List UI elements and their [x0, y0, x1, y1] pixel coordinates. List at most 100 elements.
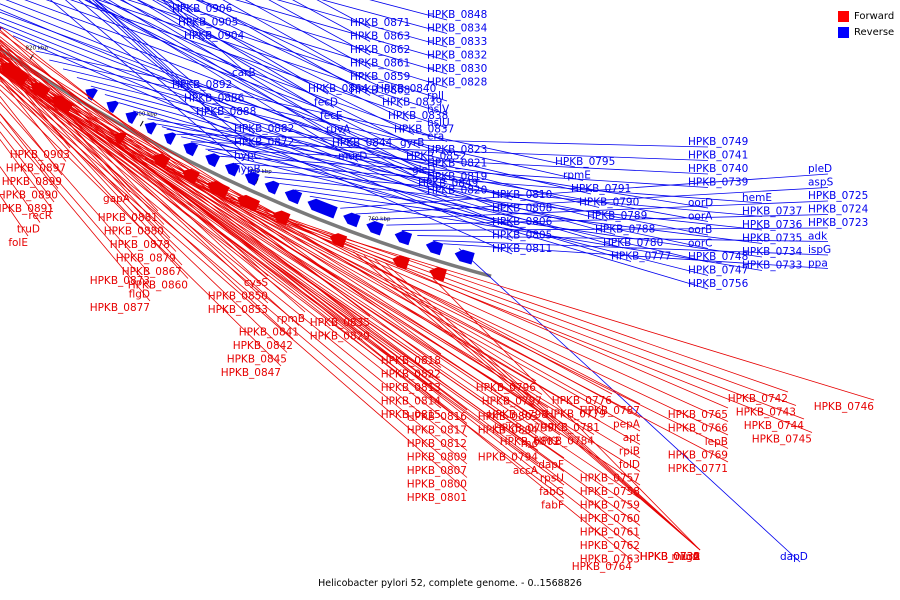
forward-gene-label: HPKB_0766 — [668, 423, 729, 435]
gene-label-text: HPKB_0845 — [227, 354, 287, 366]
gene-label-text: HPKB_0844 — [332, 137, 393, 149]
gene-label-text: dapD — [780, 551, 808, 563]
leader-line — [85, 0, 433, 176]
reverse-gene-label: HPKB_0888 — [196, 106, 256, 118]
leader-line — [97, 0, 448, 115]
gene-label-text: HPKB_0748 — [688, 251, 748, 263]
gene-label-text: murD — [338, 151, 367, 163]
reverse-gene-label: HPKB_0906 — [172, 3, 233, 15]
gene-label-text: ruvA — [326, 124, 351, 136]
forward-gene-label: HPKB_0816 — [407, 411, 468, 423]
gene-label-text: HPKB_0742 — [728, 393, 788, 405]
gene-label-text: recR — [28, 210, 52, 222]
forward-gene-label: lepB — [705, 436, 728, 448]
gene-label-text: HPKB_0762 — [580, 540, 640, 552]
gene-label-text: pleD — [808, 163, 832, 175]
forward-gene-label: ligA — [680, 551, 700, 563]
forward-gene-label: HPKB_0743 — [736, 407, 796, 419]
reverse-gene-label: HPKB_0839 — [382, 97, 442, 109]
reverse-gene-label: ispG — [808, 244, 831, 256]
gene-label-text: rpiB — [619, 446, 640, 458]
reverse-gene-label: HPKB_0810 — [492, 189, 552, 201]
gene-label-text: HPKB_0860 — [128, 280, 188, 292]
forward-gene-label: HPKB_0815 — [381, 409, 441, 421]
gene-label-text: HPKB_0766 — [668, 423, 729, 435]
gene-label-text: gapA — [103, 193, 131, 205]
forward-gene-label: pepA — [613, 419, 641, 431]
gene-label-text: rpmB — [277, 313, 305, 325]
forward-gene-label: HPKB_0764 — [572, 561, 633, 573]
reverse-gene-label: HPKB_0871 — [350, 17, 410, 29]
gene-label-text: hemE — [742, 192, 772, 204]
leader-line — [0, 36, 371, 330]
reverse-gene-label: HPKB_0740 — [688, 163, 748, 175]
gene-label-text: HPKB_0897 — [6, 163, 66, 175]
gene-label-text: HPKB_0877 — [90, 302, 150, 314]
leader-line — [119, 0, 421, 149]
leader-line — [175, 0, 403, 108]
gene-label-text: HPKB_0784 — [534, 436, 595, 448]
leader-line — [35, 50, 576, 168]
gene-label-text: pepA — [613, 419, 641, 431]
reverse-gene — [425, 240, 444, 256]
gene-label-text: HPKB_0804 — [478, 425, 539, 437]
leader-line — [5, 0, 448, 169]
leader-line — [48, 101, 641, 459]
leader-line — [294, 189, 763, 258]
leader-line — [157, 123, 709, 222]
leader-line — [108, 0, 353, 149]
gene-label-text: HPKB_0797 — [482, 396, 542, 408]
leader-line — [0, 65, 539, 438]
forward-gene-label: apt — [623, 432, 640, 444]
leader-line — [244, 0, 371, 69]
reverse-gene-label: pleD — [808, 163, 832, 175]
gene-label-text: HPKB_0757 — [580, 473, 640, 485]
reverse-gene-label: murD — [338, 151, 367, 163]
gene-label-text: HPKB_0787 — [580, 405, 640, 417]
legend-forward-label: Forward — [854, 10, 895, 22]
gene-label-text: carB — [232, 67, 256, 79]
reverse-gene-label: HPKB_0748 — [688, 251, 748, 263]
leader-line — [166, 128, 709, 236]
gene-label-text: HPKB_0833 — [427, 36, 487, 48]
leader-line — [104, 94, 616, 235]
reverse-gene — [163, 132, 177, 145]
gene-label-text: HPKB_0812 — [407, 438, 467, 450]
leader-line — [207, 149, 709, 276]
reverse-gene — [264, 180, 280, 195]
forward-gene-label: HPKB_0758 — [580, 486, 640, 498]
leader-line — [137, 0, 341, 122]
reverse-gene-label: HPKB_0828 — [427, 77, 487, 89]
forward-gene-label: HPKB_0759 — [580, 500, 640, 512]
gene-label-text: HPKB_0769 — [668, 450, 728, 462]
reverse-gene — [125, 111, 138, 124]
gene-label-text: HPKB_0771 — [668, 463, 728, 475]
reverse-gene-label: HPKB_0863 — [350, 31, 410, 43]
forward-gene-label: HPKB_0845 — [227, 354, 287, 366]
gene-label-text: HPKB_0852 — [406, 151, 466, 163]
reverse-gene-label: ruvA — [326, 124, 351, 136]
reverse-gene-label: HPKB_0808 — [492, 203, 552, 215]
leader-line — [363, 255, 701, 551]
forward-gene-label: HPKB_0746 — [814, 401, 875, 413]
gene-label-text: HPKB_0740 — [688, 163, 748, 175]
leader-line — [121, 0, 347, 135]
gene-label-text: HPKB_0802 — [500, 436, 560, 448]
leader-line — [0, 113, 151, 288]
gene-label-text: HPKB_0892 — [172, 79, 232, 91]
leader-line — [193, 142, 709, 263]
gene-label-text: glcD — [412, 164, 435, 176]
reverse-gene-label: HPKB_0805 — [492, 230, 552, 242]
gene-label-text: HPKB_0880 — [104, 226, 164, 238]
reverse-gene-label: HPKB_0734 — [742, 246, 803, 258]
gene-label-text: HPKB_0790 — [579, 197, 639, 209]
reverse-gene-label: HPKB_0749 — [688, 136, 748, 148]
gene-label-text: lepB — [705, 436, 728, 448]
gene-label-text: HPKB_0736 — [742, 219, 803, 231]
gene-label-text: HPKB_0814 — [381, 396, 442, 408]
reverse-gene-label: HPKB_0832 — [427, 50, 487, 62]
leader-line — [45, 0, 448, 142]
reverse-gene-label: oorC — [688, 238, 713, 250]
gene-label-text: HPKB_0878 — [110, 239, 170, 251]
